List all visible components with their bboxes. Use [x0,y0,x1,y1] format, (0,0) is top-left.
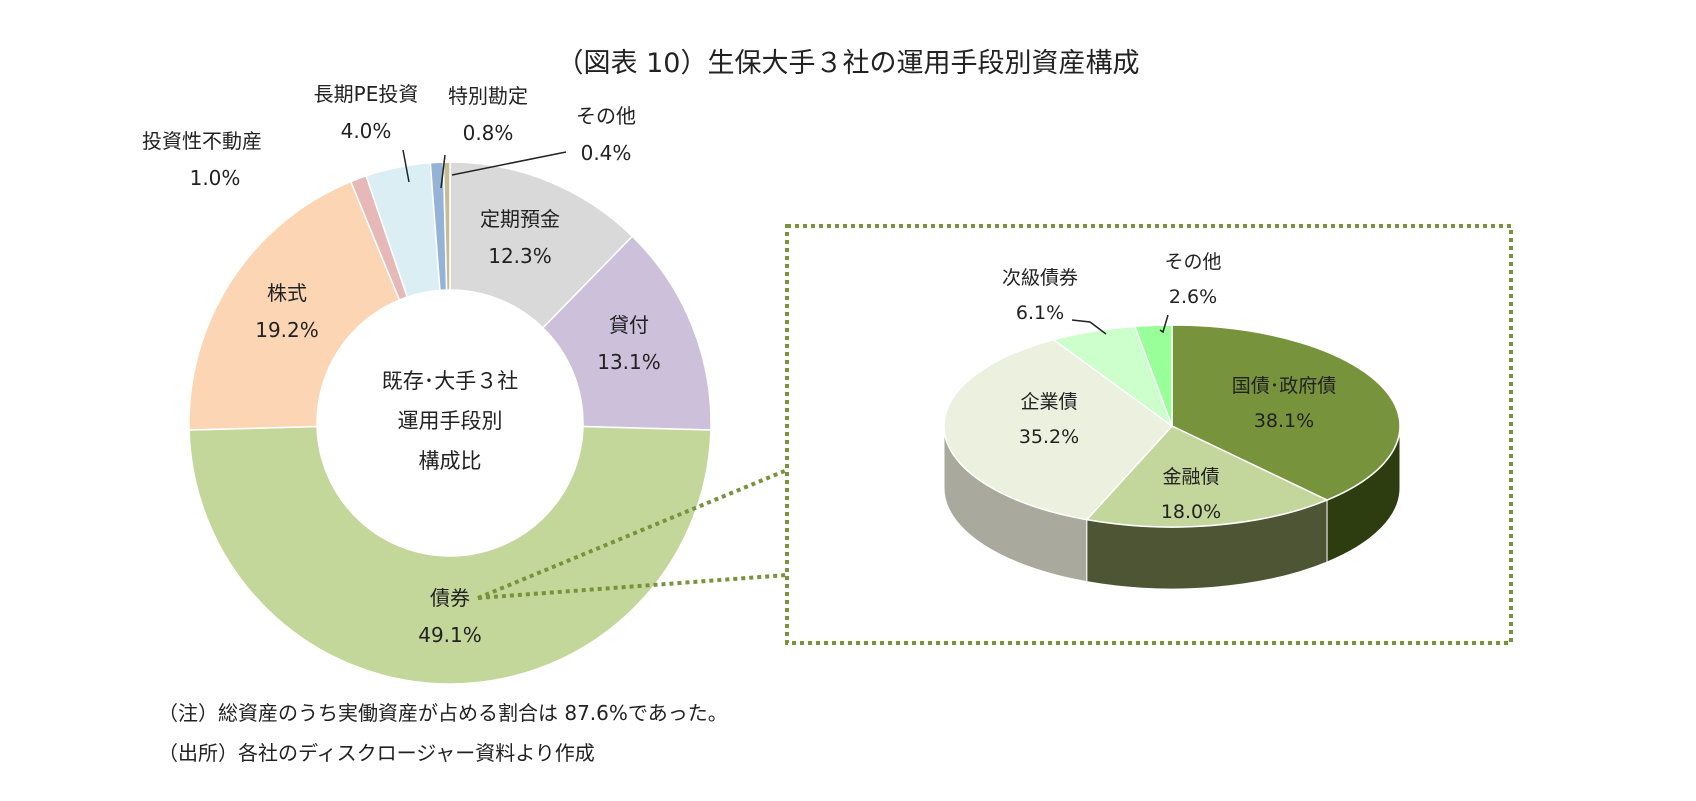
pie3d-label-2: 金融債 [1162,466,1219,488]
donut-leader-8 [451,151,567,176]
pie3d-label-5: その他 [1164,251,1221,273]
note-caution: （注）総資産のうち実働資産が占める割合は 87.6%であった。 [158,701,728,725]
pie3d-value-5: 2.6% [1169,286,1217,308]
donut-label-8: その他 [576,104,636,128]
zoom-line-lower [477,573,788,600]
donut-slice-4 [188,180,401,431]
donut-value-1: 12.3% [488,244,552,268]
bond-breakdown-3d-pie [943,324,1401,590]
pie3d-label-1: 国債･政府債 [1232,375,1337,397]
donut-value-8: 0.4% [581,141,632,165]
donut-labels: 定期預金 12.3% 貸付 13.1% 債券 49.1% 株式 19.2% 投資性不動産 1.0%… [142,82,661,647]
pie3d-slice-1 [1171,324,1401,501]
donut-label-6: 長期PE投資 [314,82,419,106]
donut-value-7: 0.8% [463,121,514,145]
zoom-connector [477,224,1513,645]
donut-chart [188,161,712,685]
donut-label-5: 投資性不動産 [142,129,262,153]
pie3d-value-3: 35.2% [1019,426,1079,448]
pie3d-value-4: 6.1% [1016,302,1064,324]
pie3d-value-2: 18.0% [1161,501,1221,523]
pie3d-value-1: 38.1% [1254,410,1314,432]
note-source: （出所）各社のディスクロージャー資料より作成 [158,741,595,765]
zoom-box [785,224,1513,645]
bond-breakdown-labels: 国債･政府債 38.1% 金融債 18.0% 企業債 35.2% 次級債券 6.1% その他 2.… [1002,251,1336,523]
donut-label-2: 貸付 [609,313,649,337]
donut-label-4: 株式 [267,281,307,305]
donut-slice-8 [442,161,451,291]
donut-value-2: 13.1% [597,350,661,374]
pie3d-slice-5 [1133,324,1173,427]
donut-label-7: 特別勘定 [448,84,528,108]
donut-center-line-2: 運用手段別 [398,409,503,433]
donut-leader-7 [440,154,446,189]
donut-label-3: 債券 [430,586,470,610]
pie3d-label-3: 企業債 [1020,391,1077,413]
chart-title: （図表 10）生保大手３社の運用手段別資産構成 [557,48,1140,79]
donut-slice-3 [188,425,712,685]
donut-value-3: 49.1% [418,623,482,647]
donut-center-line-1: 既存･大手３社 [382,369,519,393]
donut-value-4: 19.2% [255,318,319,342]
pie3d-label-4: 次級債券 [1002,267,1078,289]
donut-label-1: 定期預金 [480,207,560,231]
pie3d-leader-4 [1071,319,1107,335]
donut-value-5: 1.0% [190,166,241,190]
pie3d-leader-5 [1159,314,1169,334]
donut-value-6: 4.0% [341,119,392,143]
donut-center-line-3: 構成比 [419,449,482,473]
pie3d-slice-2 [1085,425,1329,528]
donut-center-label: 既存･大手３社 運用手段別 構成比 [382,369,519,473]
donut-leader-6 [402,149,410,183]
